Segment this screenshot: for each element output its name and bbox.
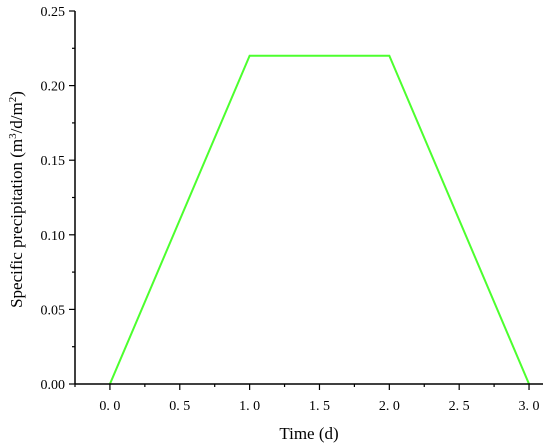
y-title-part: Specific precipitation (m bbox=[7, 139, 26, 308]
y-title-superscript: 3 bbox=[7, 133, 19, 139]
y-axis-ticks: 0.00 0.05 0.10 0.15 0.20 0.25 bbox=[41, 5, 75, 393]
x-tick-label: 1. 5 bbox=[309, 399, 330, 414]
y-title-part: /d/m bbox=[7, 102, 26, 133]
y-title-part: ) bbox=[7, 91, 26, 97]
x-tick-label: 3. 0 bbox=[519, 399, 540, 414]
x-tick-label: 2. 5 bbox=[449, 399, 470, 414]
x-tick-label: 2. 0 bbox=[379, 399, 400, 414]
x-axis-ticks: 0. 0 0. 5 1. 0 1. 5 2. 0 2. 5 3. 0 bbox=[74, 384, 540, 414]
y-tick-label: 0.10 bbox=[41, 229, 66, 244]
y-tick-label: 0.15 bbox=[41, 154, 66, 169]
y-title-superscript: 2 bbox=[7, 97, 19, 103]
x-axis-title: Time (d) bbox=[279, 424, 338, 443]
x-tick-label: 0. 5 bbox=[169, 399, 190, 414]
series-line-0 bbox=[109, 54, 530, 385]
x-tick-label: 1. 0 bbox=[239, 399, 260, 414]
y-axis-title: Specific precipitation (m3/d/m2) bbox=[7, 91, 26, 308]
y-tick-label: 0.25 bbox=[41, 5, 66, 20]
y-tick-label: 0.20 bbox=[41, 80, 66, 95]
series-layer bbox=[109, 54, 530, 385]
x-tick-label: 0. 0 bbox=[99, 399, 120, 414]
y-tick-label: 0.00 bbox=[41, 378, 66, 393]
y-tick-label: 0.05 bbox=[41, 303, 66, 318]
